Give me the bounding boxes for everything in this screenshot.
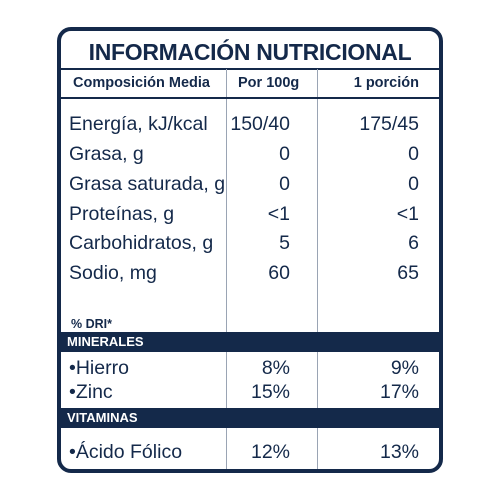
vitamin-row: •Ácido Fólico 12% 13% [61,438,439,466]
nutrient-label: Proteínas, g [69,203,175,225]
mineral-per100: 15% [250,381,290,403]
vitamin-per100: 12% [250,441,290,463]
header-composition: Composición Media [73,75,210,91]
mineral-portion: 9% [390,357,419,379]
vitamins-heading: VITAMINAS [61,408,439,428]
nutrient-row: Grasa saturada, g 0 0 [61,170,439,198]
nutrient-label: Energía, kJ/kcal [69,113,208,135]
nutrient-per100: 0 [279,173,290,195]
title-divider [61,68,439,70]
nutrition-label-panel: INFORMACIÓN NUTRICIONAL Composición Medi… [57,27,443,473]
minerals-heading: MINERALES [61,332,439,352]
nutrient-per100: 60 [268,262,290,284]
nutrient-portion: 6 [408,232,419,254]
header-per-100g: Por 100g [238,75,300,91]
mineral-portion: 17% [379,381,419,403]
column-divider-2 [317,69,318,469]
nutrient-label: Grasa saturada, g [69,173,226,195]
nutrient-per100: <1 [267,203,290,225]
nutrient-row: Grasa, g 0 0 [61,140,439,168]
nutrient-label: Sodio, mg [69,262,157,284]
vitamin-label: •Ácido Fólico [69,441,183,463]
label-title: INFORMACIÓN NUTRICIONAL [88,39,412,65]
nutrient-label: Grasa, g [69,143,144,165]
nutrient-row: Carbohidratos, g 5 6 [61,229,439,257]
nutrient-per100: 0 [279,143,290,165]
mineral-label: •Zinc [69,381,113,403]
nutrient-row: Proteínas, g <1 <1 [61,200,439,228]
nutrient-per100: 5 [279,232,290,254]
dri-label: % DRI* [71,317,112,331]
nutrient-row: Sodio, mg 60 65 [61,259,439,287]
header-portion: 1 porción [353,75,419,91]
nutrient-portion: 0 [408,173,419,195]
column-divider-1 [226,69,227,469]
header-divider [61,97,439,99]
nutrient-row: Energía, kJ/kcal 150/40 175/45 [61,110,439,138]
nutrient-per100: 150/40 [230,113,290,135]
nutrient-portion: 65 [397,262,419,284]
mineral-label: •Hierro [69,357,129,379]
mineral-row: •Hierro 8% 9% [61,354,439,382]
nutrient-label: Carbohidratos, g [69,232,214,254]
nutrient-portion: 175/45 [359,113,419,135]
nutrient-portion: 0 [408,143,419,165]
mineral-row: •Zinc 15% 17% [61,378,439,406]
vitamin-portion: 13% [379,441,419,463]
nutrient-portion: <1 [396,203,419,225]
mineral-per100: 8% [261,357,290,379]
